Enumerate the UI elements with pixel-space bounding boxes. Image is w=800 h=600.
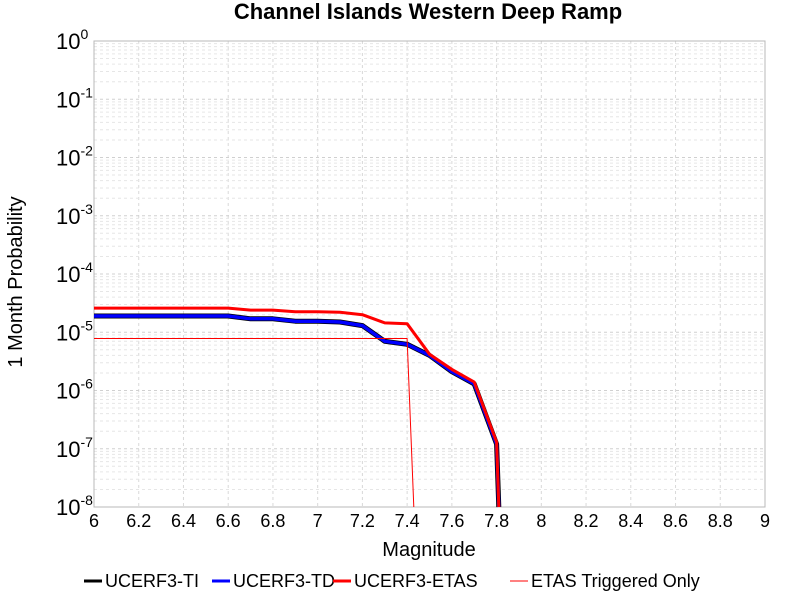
x-tick-label: 8.8 [708, 511, 733, 531]
chart-title: Channel Islands Western Deep Ramp [234, 0, 622, 24]
x-tick-label: 6.4 [171, 511, 196, 531]
series-layer [94, 306, 502, 508]
y-tick-label: 10-1 [56, 84, 93, 112]
legend-label: UCERF3-ETAS [354, 571, 478, 591]
legend: UCERF3-TI UCERF3-TD UCERF3-ETAS ETAS Trigge… [84, 571, 700, 591]
x-tick-label: 8 [536, 511, 546, 531]
x-tick-labels: 6 6.2 6.4 6.6 6.8 7 7.2 7.4 7.6 7.8 8 8.2 8.4 8.6 8.8 9 [89, 511, 770, 531]
y-tick-label: 10-4 [56, 259, 93, 287]
legend-label: UCERF3-TI [105, 571, 199, 591]
x-tick-label: 7.2 [350, 511, 375, 531]
series-line-etas-triggered-only [94, 338, 415, 508]
x-tick-label: 6 [89, 511, 99, 531]
x-tick-label: 7 [313, 511, 323, 531]
plot-frame [93, 40, 766, 508]
y-tick-label: 10-2 [56, 143, 93, 171]
x-tick-label: 6.6 [216, 511, 241, 531]
y-tick-labels: 100 10-1 10-2 10-3 10-4 10-5 10-6 10-7 10-8 [56, 26, 93, 520]
grid [93, 40, 766, 508]
y-tick-label: 10-5 [56, 317, 93, 345]
y-tick-label: 10-7 [56, 434, 93, 462]
x-tick-label: 9 [760, 511, 770, 531]
y-tick-label: 10-8 [56, 492, 93, 520]
legend-label: UCERF3-TD [233, 571, 335, 591]
y-axis-label: 1 Month Probability [5, 196, 27, 367]
legend-label: ETAS Triggered Only [531, 571, 700, 591]
y-tick-label: 10-6 [56, 376, 93, 404]
x-tick-label: 7.8 [484, 511, 509, 531]
series-line-ucerf3-etas [94, 306, 501, 508]
x-tick-label: 6.8 [260, 511, 285, 531]
x-tick-label: 8.6 [663, 511, 688, 531]
x-tick-label: 8.4 [618, 511, 643, 531]
series-line-ucerf3-td [94, 314, 501, 508]
x-tick-label: 6.2 [126, 511, 151, 531]
x-tick-label: 7.6 [439, 511, 464, 531]
y-tick-label: 100 [56, 26, 88, 54]
x-tick-label: 8.2 [574, 511, 599, 531]
x-axis-label: Magnitude [382, 539, 475, 561]
x-tick-label: 7.4 [395, 511, 420, 531]
y-tick-label: 10-3 [56, 201, 93, 229]
